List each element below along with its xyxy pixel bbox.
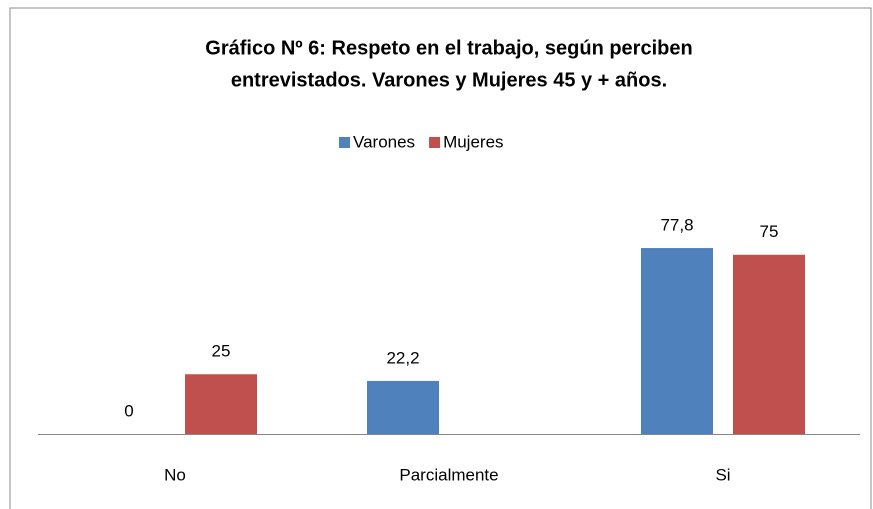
x-tick-label: Parcialmente: [399, 465, 498, 484]
data-label: 0: [124, 401, 133, 420]
chart-frame: [9, 7, 872, 509]
x-tick-label: Si: [715, 465, 730, 484]
x-tick-label: No: [164, 465, 186, 484]
legend-label: Varones: [353, 132, 415, 151]
bar: [641, 248, 713, 434]
legend-swatch: [429, 137, 441, 148]
data-label: 22,2: [386, 348, 419, 367]
bar: [185, 374, 257, 434]
data-label: 25: [212, 342, 231, 361]
legend-label: Mujeres: [443, 132, 503, 151]
data-label: 75: [760, 222, 779, 241]
bar: [733, 254, 805, 434]
legend-swatch: [339, 137, 350, 148]
data-label: 77,8: [660, 216, 693, 235]
bar: [367, 380, 439, 434]
chart-title: entrevistados. Varones y Mujeres 45 y + …: [231, 69, 667, 91]
chart-title: Gráfico Nº 6: Respeto en el trabajo, seg…: [205, 37, 692, 59]
